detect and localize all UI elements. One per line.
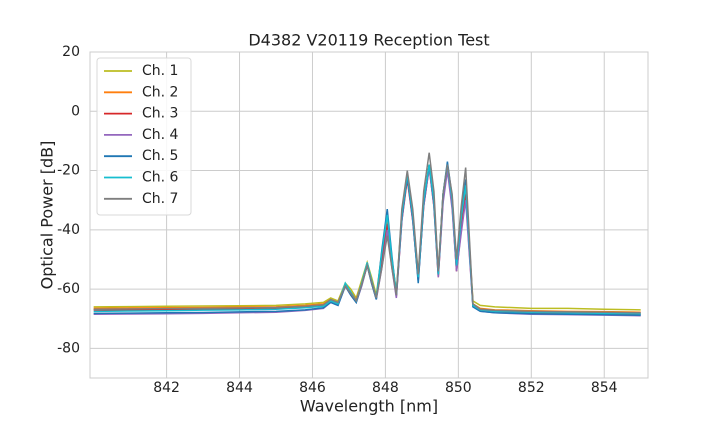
x-tick-label: 852 (518, 380, 545, 396)
x-axis-label: Wavelength [nm] (300, 397, 438, 416)
y-tick-label: 20 (62, 44, 80, 60)
y-tick-label: 0 (71, 103, 80, 119)
y-tick-label: -60 (57, 281, 80, 297)
x-tick-label: 854 (591, 380, 618, 396)
x-tick-label: 844 (226, 380, 253, 396)
x-tick-label: 842 (153, 380, 180, 396)
y-tick-label: -40 (57, 222, 80, 238)
x-tick-label: 850 (445, 380, 472, 396)
legend-label: Ch. 3 (142, 106, 178, 122)
legend-label: Ch. 4 (142, 127, 179, 143)
x-tick-label: 846 (299, 380, 326, 396)
legend-label: Ch. 2 (142, 84, 178, 100)
chart-title: D4382 V20119 Reception Test (248, 31, 489, 50)
y-tick-label: -20 (57, 163, 80, 179)
y-tick-label: -80 (57, 340, 80, 356)
y-axis-label: Optical Power [dB] (38, 141, 57, 290)
plot-frame (89, 51, 649, 379)
x-tick-label: 848 (372, 380, 399, 396)
data-line (93, 152, 641, 314)
legend-label: Ch. 1 (142, 63, 178, 79)
legend-label: Ch. 5 (142, 148, 178, 164)
legend-label: Ch. 6 (142, 170, 179, 186)
legend-label: Ch. 7 (142, 191, 178, 207)
legend-box (96, 57, 192, 216)
